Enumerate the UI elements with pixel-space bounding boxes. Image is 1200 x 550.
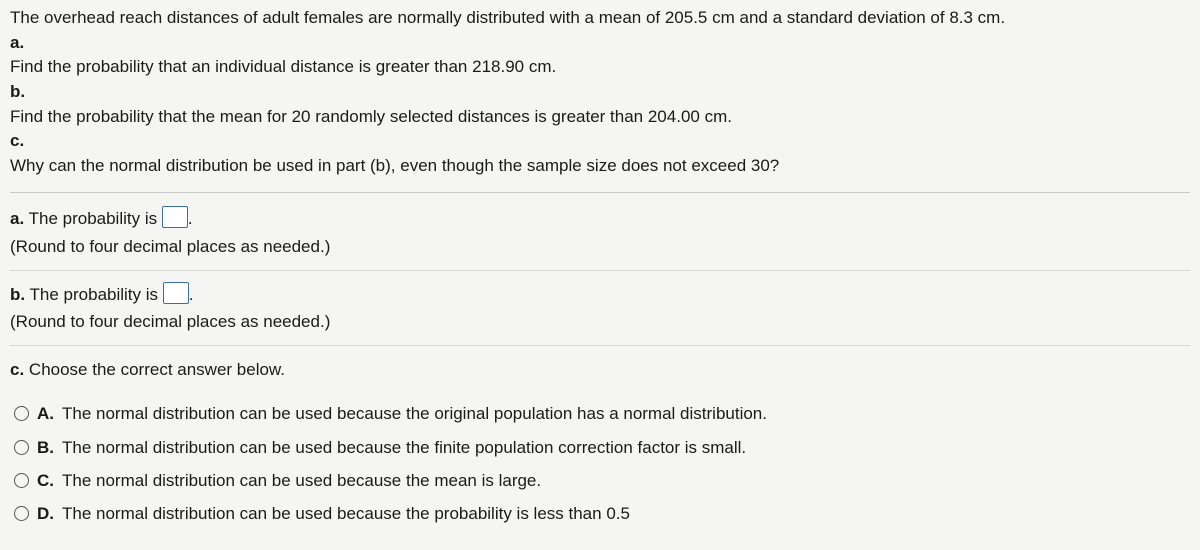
answer-section-a: a. The probability is . (Round to four d…: [10, 205, 1190, 259]
choice-A-text: The normal distribution can be used beca…: [62, 397, 767, 430]
choice-D-text: The normal distribution can be used beca…: [62, 497, 630, 530]
radio-icon[interactable]: [14, 506, 29, 521]
choice-A-label: A.: [37, 397, 54, 430]
part-b-label: b.: [10, 80, 1190, 105]
choice-B-label: B.: [37, 431, 54, 464]
radio-icon[interactable]: [14, 440, 29, 455]
problem-part-c: c. Why can the normal distribution be us…: [10, 129, 1190, 178]
choice-B-text: The normal distribution can be used beca…: [62, 431, 746, 464]
answer-a-before: The probability is: [24, 209, 162, 228]
radio-icon[interactable]: [14, 406, 29, 421]
part-a-text: Find the probability that an individual …: [10, 55, 1190, 80]
answer-section-c: c. Choose the correct answer below. A. T…: [10, 356, 1190, 530]
answer-b-hint: (Round to four decimal places as needed.…: [10, 308, 1190, 335]
part-c-text: Why can the normal distribution be used …: [10, 154, 1190, 179]
answer-b-input[interactable]: [163, 282, 189, 304]
radio-icon[interactable]: [14, 473, 29, 488]
choice-row-B[interactable]: B. The normal distribution can be used b…: [14, 431, 1190, 464]
choice-list: A. The normal distribution can be used b…: [14, 397, 1190, 530]
problem-intro: The overhead reach distances of adult fe…: [10, 6, 1190, 31]
problem-part-a: a. Find the probability that an individu…: [10, 31, 1190, 80]
divider: [10, 192, 1190, 193]
problem-part-b: b. Find the probability that the mean fo…: [10, 80, 1190, 129]
answer-c-label: c.: [10, 360, 24, 379]
answer-b-after: .: [189, 285, 194, 304]
answer-a-label: a.: [10, 209, 24, 228]
question-page: The overhead reach distances of adult fe…: [0, 0, 1200, 550]
choice-row-A[interactable]: A. The normal distribution can be used b…: [14, 397, 1190, 430]
choice-C-label: C.: [37, 464, 54, 497]
answer-a-input[interactable]: [162, 206, 188, 228]
thin-divider-2: [10, 345, 1190, 346]
part-c-label: c.: [10, 129, 1190, 154]
thin-divider-1: [10, 270, 1190, 271]
problem-statement: The overhead reach distances of adult fe…: [10, 6, 1190, 178]
answer-c-prompt: Choose the correct answer below.: [24, 360, 285, 379]
choice-row-D[interactable]: D. The normal distribution can be used b…: [14, 497, 1190, 530]
choice-C-text: The normal distribution can be used beca…: [62, 464, 541, 497]
answer-section-b: b. The probability is . (Round to four d…: [10, 281, 1190, 335]
answer-b-before: The probability is: [25, 285, 163, 304]
choice-D-label: D.: [37, 497, 54, 530]
answer-a-after: .: [188, 209, 193, 228]
choice-row-C[interactable]: C. The normal distribution can be used b…: [14, 464, 1190, 497]
part-b-text: Find the probability that the mean for 2…: [10, 105, 1190, 130]
answer-b-label: b.: [10, 285, 25, 304]
answer-a-hint: (Round to four decimal places as needed.…: [10, 233, 1190, 260]
part-a-label: a.: [10, 31, 1190, 56]
